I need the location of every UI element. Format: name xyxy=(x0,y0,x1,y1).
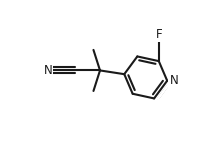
Text: N: N xyxy=(44,64,52,77)
Text: N: N xyxy=(169,74,178,87)
Text: F: F xyxy=(155,28,162,41)
